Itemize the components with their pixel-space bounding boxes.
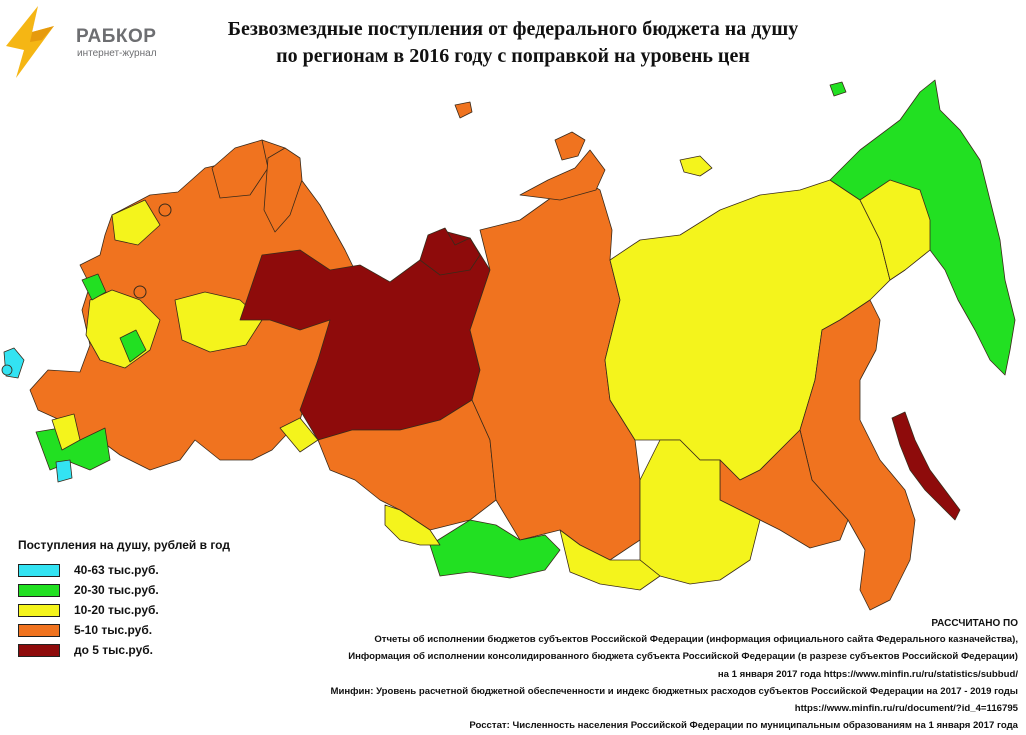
region-central-green-2: [119, 329, 147, 363]
map-title-line-1: Безвозмездные поступления от федеральног…: [227, 18, 799, 40]
sources-heading: РАССЧИТАНО ПО: [931, 618, 1018, 629]
st-petersburg-marker: [158, 203, 172, 217]
legend: Поступления на душу, рублей в год 40-63 …: [18, 538, 298, 660]
legend-swatch: [18, 643, 60, 657]
legend-swatch: [18, 563, 60, 577]
russia-regions-map: [1, 79, 1016, 611]
region-yamal-peninsula: [419, 227, 481, 276]
sources-lines: Отчеты об исполнении бюджетов субъектов …: [198, 631, 1018, 735]
legend-label: 5-10 тыс.руб.: [74, 623, 153, 637]
moscow-marker: [133, 285, 147, 299]
region-karelia: [111, 199, 161, 246]
region-new-siberian: [679, 155, 713, 177]
region-buryatia: [559, 529, 661, 591]
legend-label: 10-20 тыс.руб.: [74, 603, 159, 617]
region-altai-tuva: [429, 519, 561, 579]
source-line: Росстат: Численность населения Российско…: [469, 720, 1018, 732]
legend-item: 20-30 тыс.руб.: [18, 580, 298, 600]
region-wrangel: [829, 81, 847, 97]
source-line: Информация об исполнении консолидированн…: [348, 651, 1018, 663]
region-chechnya: [55, 459, 73, 483]
region-central-green-1: [81, 273, 107, 301]
map-title-line-2: по регионам в 2016 году с поправкой на у…: [276, 45, 750, 67]
region-kurgan-yellow: [279, 417, 319, 453]
legend-label: 40-63 тыс.руб.: [74, 563, 159, 577]
region-caucasus-yellow: [51, 413, 81, 451]
legend-item: до 5 тыс.руб.: [18, 640, 298, 660]
legend-item: 40-63 тыс.руб.: [18, 560, 298, 580]
region-novaya-zemlya: [263, 147, 303, 233]
rabkor-logo: РАБКОР интернет-журнал: [2, 2, 172, 82]
region-volga-yellow: [174, 291, 263, 353]
region-franz-josef: [454, 101, 473, 119]
logo-name: РАБКОР: [76, 26, 157, 47]
region-magadan-yellow: [859, 179, 931, 281]
legend-swatch: [18, 583, 60, 597]
legend-item: 5-10 тыс.руб.: [18, 620, 298, 640]
lightning-logo-icon: [6, 6, 54, 78]
legend-swatch: [18, 603, 60, 617]
legend-items: 40-63 тыс.руб. 20-30 тыс.руб. 10-20 тыс.ру…: [18, 560, 298, 660]
legend-label: до 5 тыс.руб.: [74, 643, 154, 657]
source-line: https://www.minfin.ru/ru/document/?id_4=…: [794, 703, 1018, 715]
region-severnaya-zemlya: [554, 131, 586, 161]
region-sakhalin: [891, 411, 961, 521]
source-line: на 1 января 2017 года https://www.minfin…: [717, 668, 1018, 680]
region-ural-siberia-south: [317, 399, 497, 531]
legend-label: 20-30 тыс.руб.: [74, 583, 159, 597]
legend-item: 10-20 тыс.руб.: [18, 600, 298, 620]
source-line: Отчеты об исполнении бюджетов субъектов …: [374, 634, 1018, 645]
sources-block: РАССЧИТАНО ПО Отчеты об исполнении бюдже…: [198, 616, 1018, 735]
region-taimyr: [519, 149, 606, 201]
source-line: Минфин: Уровень расчетной бюджетной обес…: [330, 685, 1018, 697]
region-sevastopol: [1, 364, 13, 376]
map-title: Безвозмездные поступления от федеральног…: [150, 16, 876, 70]
region-altai-yellow: [384, 504, 441, 546]
legend-title: Поступления на душу, рублей в год: [18, 538, 230, 552]
legend-swatch: [18, 623, 60, 637]
logo-subtitle: интернет-журнал: [77, 48, 157, 59]
